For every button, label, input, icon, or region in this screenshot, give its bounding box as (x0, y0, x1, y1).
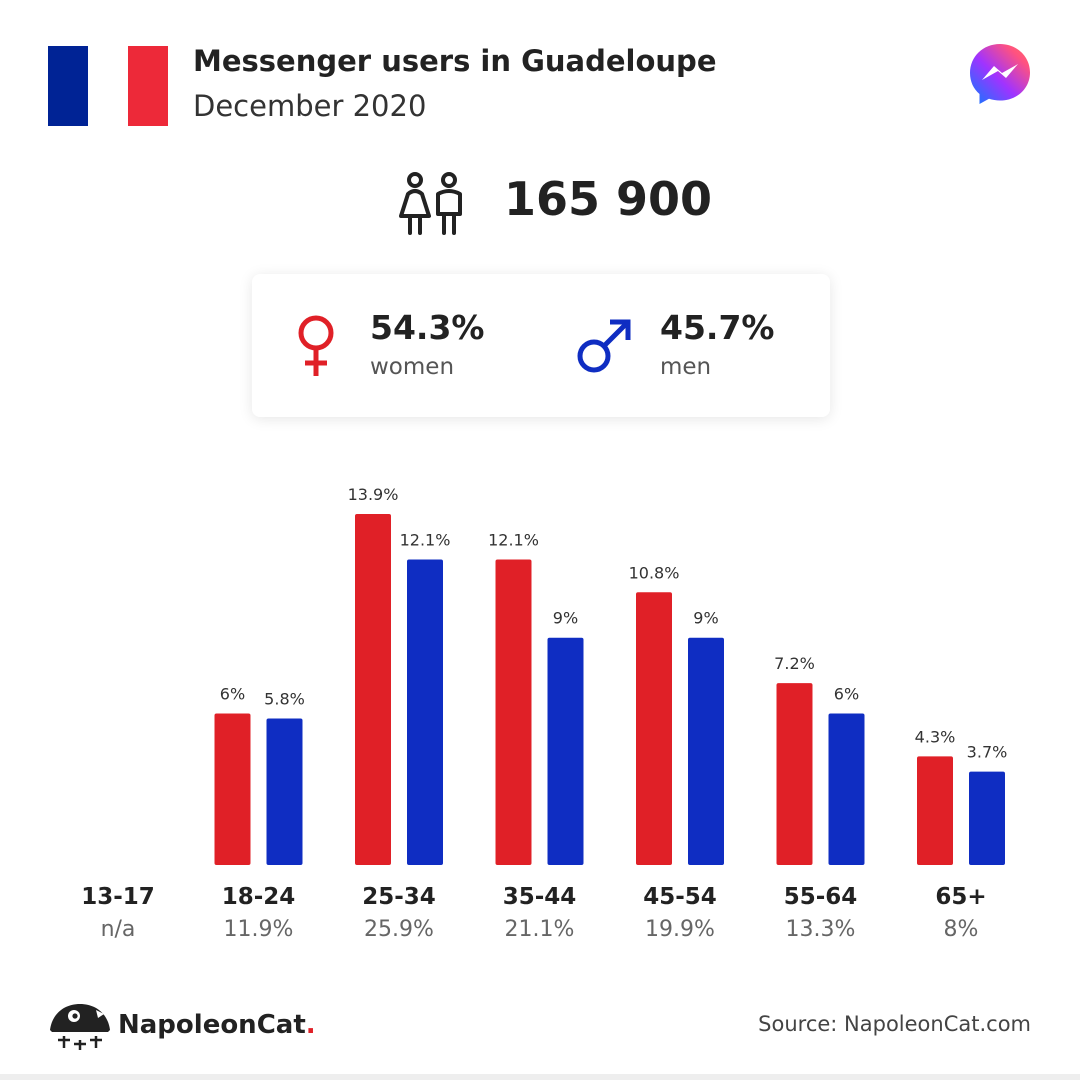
bar-men-18-24 (266, 718, 303, 865)
bar-label-men-65+: 3.7% (967, 743, 1008, 762)
bar-men-25-34 (407, 559, 443, 865)
bar-label-women-55-64: 7.2% (774, 654, 815, 673)
age-label-25-34: 25-34 (362, 884, 436, 910)
page-title: Messenger users in Guadeloupe (193, 44, 717, 78)
bar-men-35-44 (547, 637, 584, 865)
page-subtitle: December 2020 (193, 89, 427, 123)
france-flag (48, 46, 168, 126)
age-share-18-24: 11.9% (223, 917, 294, 942)
bar-label-men-18-24: 5.8% (264, 690, 305, 709)
source-credit: Source: NapoleonCat.com (758, 1012, 1031, 1036)
age-gender-bar-chart: 6% 5.8% 13.9% 12.1% 12.1% 9% 10.8% 9% 7.2% 6% 4.3%… (214, 485, 1008, 865)
women-percent: 54.3% (370, 308, 485, 347)
bar-label-men-45-54: 9% (693, 609, 718, 628)
flag-stripe-blue (48, 46, 88, 126)
footer-strip (0, 1074, 1080, 1080)
flag-stripe-red (128, 46, 168, 126)
age-label-35-44: 35-44 (502, 884, 577, 910)
bar-men-55-64 (828, 713, 865, 865)
brand-dot: . (305, 1010, 316, 1040)
bar-men-65+ (969, 771, 1005, 865)
bar-men-45-54 (688, 637, 724, 865)
men-percent: 45.7% (660, 308, 775, 347)
age-label-55-64: 55-64 (783, 884, 858, 910)
men-label: men (660, 354, 712, 380)
flag-stripe-white (88, 46, 128, 126)
messenger-icon (970, 44, 1030, 104)
age-share-35-44: 21.1% (504, 917, 575, 942)
bar-women-25-34 (355, 514, 391, 865)
male-icon (577, 319, 631, 373)
gender-breakdown-card: 54.3% women 45.7% men (252, 274, 830, 417)
age-share-45-54: 19.9% (645, 917, 715, 942)
bar-women-35-44 (495, 559, 532, 865)
bar-label-women-45-54: 10.8% (629, 563, 680, 582)
bar-women-55-64 (776, 683, 813, 865)
bar-label-women-25-34: 13.9% (348, 485, 399, 504)
users-icon (399, 172, 462, 235)
age-label-65+: 65+ (935, 884, 987, 910)
bar-label-men-35-44: 9% (553, 609, 578, 628)
brand-name: NapoleonCat. (118, 1010, 316, 1040)
bar-label-men-25-34: 12.1% (400, 530, 451, 549)
women-label: women (370, 354, 455, 380)
bar-women-65+ (917, 756, 953, 865)
age-label-45-54: 45-54 (643, 884, 717, 910)
bar-label-women-35-44: 12.1% (488, 530, 539, 549)
bar-label-men-55-64: 6% (834, 684, 859, 703)
age-share-25-34: 25.9% (364, 917, 434, 942)
napoleoncat-logo-icon (50, 1004, 110, 1050)
bar-label-women-18-24: 6% (220, 684, 245, 703)
total-users: 165 900 (504, 172, 713, 226)
brand-name-text: NapoleonCat (118, 1010, 306, 1040)
age-share-65+: 8% (943, 917, 979, 942)
bar-women-18-24 (214, 713, 251, 865)
female-icon (298, 315, 334, 376)
age-label-13-17: 13-17 (81, 884, 155, 910)
bar-women-45-54 (636, 592, 672, 865)
age-label-18-24: 18-24 (221, 884, 296, 910)
bar-label-women-65+: 4.3% (915, 727, 956, 746)
age-share-55-64: 13.3% (785, 917, 856, 942)
age-share-13-17: n/a (100, 917, 136, 942)
